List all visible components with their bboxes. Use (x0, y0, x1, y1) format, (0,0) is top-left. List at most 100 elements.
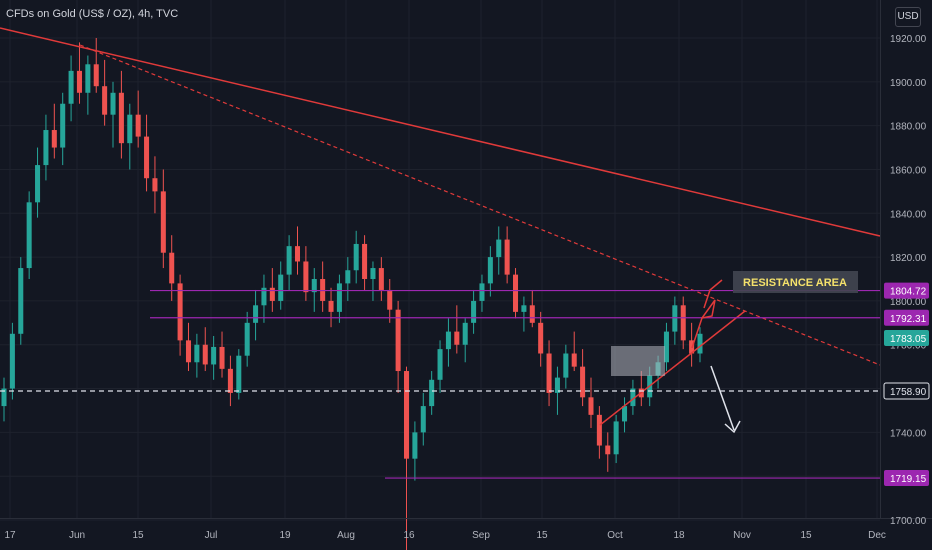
time-tick-label: Aug (337, 530, 355, 541)
dashed-trendline (79, 44, 881, 366)
candle-body (429, 379, 435, 407)
candle-body (102, 86, 108, 115)
price-badge-bg (884, 470, 929, 487)
candle-body (362, 243, 368, 280)
price-tick-label: 1740.00 (890, 428, 927, 439)
symbol-title: CFDs on Gold (US$ / OZ), 4h, TVC (6, 8, 179, 20)
rising-support-line (599, 310, 746, 426)
candle-body (253, 305, 259, 323)
time-tick-label: Jul (205, 530, 218, 541)
candle-body (43, 130, 49, 166)
candle-body (622, 406, 628, 422)
candle-body (185, 340, 191, 363)
plot-background (0, 0, 880, 518)
candle-body (152, 178, 158, 192)
candle-body (328, 300, 334, 312)
candle-body (68, 70, 74, 104)
bearish-arrow (710, 365, 735, 431)
price-tick-label: 1920.00 (890, 34, 927, 45)
time-tick-label: Dec (868, 530, 886, 541)
time-tick-label: Nov (733, 530, 751, 541)
time-tick-label: 15 (800, 530, 812, 541)
candle-body (336, 283, 342, 312)
candle-body (269, 287, 275, 301)
price-badge-label: 1804.72 (890, 287, 927, 298)
time-tick-label: Jun (69, 530, 85, 541)
candle-body (227, 368, 233, 393)
candle-body (278, 274, 284, 301)
price-tick-label: 1820.00 (890, 253, 927, 264)
candle-body (370, 268, 376, 280)
time-tick-label: 15 (132, 530, 144, 541)
candle-body (420, 406, 426, 433)
time-tick-label: 17 (4, 530, 16, 541)
candle-body (303, 261, 309, 293)
candle-body (672, 305, 678, 332)
price-tick-label: 1800.00 (890, 297, 927, 308)
candle-body (219, 346, 225, 369)
price-tick-label: 1780.00 (890, 341, 927, 352)
price-badge-label: 1792.31 (890, 314, 927, 325)
candle-body (580, 366, 586, 398)
candle-body (169, 252, 175, 284)
candle-body (663, 331, 669, 363)
candle-body (110, 92, 116, 115)
candle-body (35, 165, 41, 203)
candle-body (177, 283, 183, 341)
candle-body (60, 103, 66, 148)
price-tick-label: 1900.00 (890, 78, 927, 89)
candle-body (345, 270, 351, 284)
candle-body (261, 287, 267, 306)
time-axis[interactable]: 17 Jun 15 Jul 19 Aug 16 Sep 15 Oct 18 Nov 15 Dec (4, 530, 885, 541)
candle-body (118, 92, 124, 144)
candle-body (571, 353, 577, 367)
price-badge-label: 1783.05 (890, 334, 927, 345)
bearish-arrow-head (724, 420, 741, 434)
candle-body (588, 397, 594, 415)
price-badge-bg (884, 282, 929, 299)
candle-body (236, 355, 242, 393)
candle-body (160, 191, 166, 253)
candle-body (538, 322, 544, 354)
candle-body (378, 268, 384, 290)
time-tick-label: Sep (472, 530, 490, 541)
candle-body (630, 388, 636, 407)
candle-body (554, 377, 560, 393)
candle-body (496, 239, 502, 258)
candle-body (135, 114, 141, 137)
candle-body (144, 136, 150, 179)
candle-body (504, 239, 510, 275)
candles (1, 38, 703, 550)
candle-body (26, 202, 32, 269)
time-tick-label: 16 (403, 530, 415, 541)
candle-body (529, 305, 535, 323)
time-tick-label: 18 (673, 530, 685, 541)
candle-body (521, 305, 527, 312)
time-tick-label: Oct (607, 530, 623, 541)
price-axis[interactable]: 1920.00 1900.00 1880.00 1860.00 1840.00 1820.… (890, 34, 927, 527)
price-badge-label: 1719.15 (890, 474, 927, 485)
candle-body (311, 279, 317, 293)
bullish-arrow-head (703, 279, 723, 309)
candle-body (546, 353, 552, 393)
candle-body (194, 344, 200, 363)
candle-body (387, 289, 393, 310)
candle-body (479, 283, 485, 301)
time-tick-label: 15 (536, 530, 548, 541)
candle-body (320, 279, 326, 301)
currency-button[interactable]: USD (895, 7, 921, 27)
resistance-area-box[interactable] (733, 271, 858, 293)
candle-body (412, 432, 418, 459)
price-badge-label: 1758.90 (890, 387, 927, 398)
price-tick-label: 1860.00 (890, 165, 927, 176)
price-badge-bg (884, 309, 929, 326)
candle-body (353, 243, 359, 271)
time-tick-label: 19 (279, 530, 291, 541)
candle-body (85, 64, 91, 93)
candle-body (462, 322, 468, 345)
price-badge-bg (884, 330, 929, 347)
grid (0, 0, 880, 521)
bullish-arrow (691, 299, 716, 349)
candle-body (680, 305, 686, 341)
